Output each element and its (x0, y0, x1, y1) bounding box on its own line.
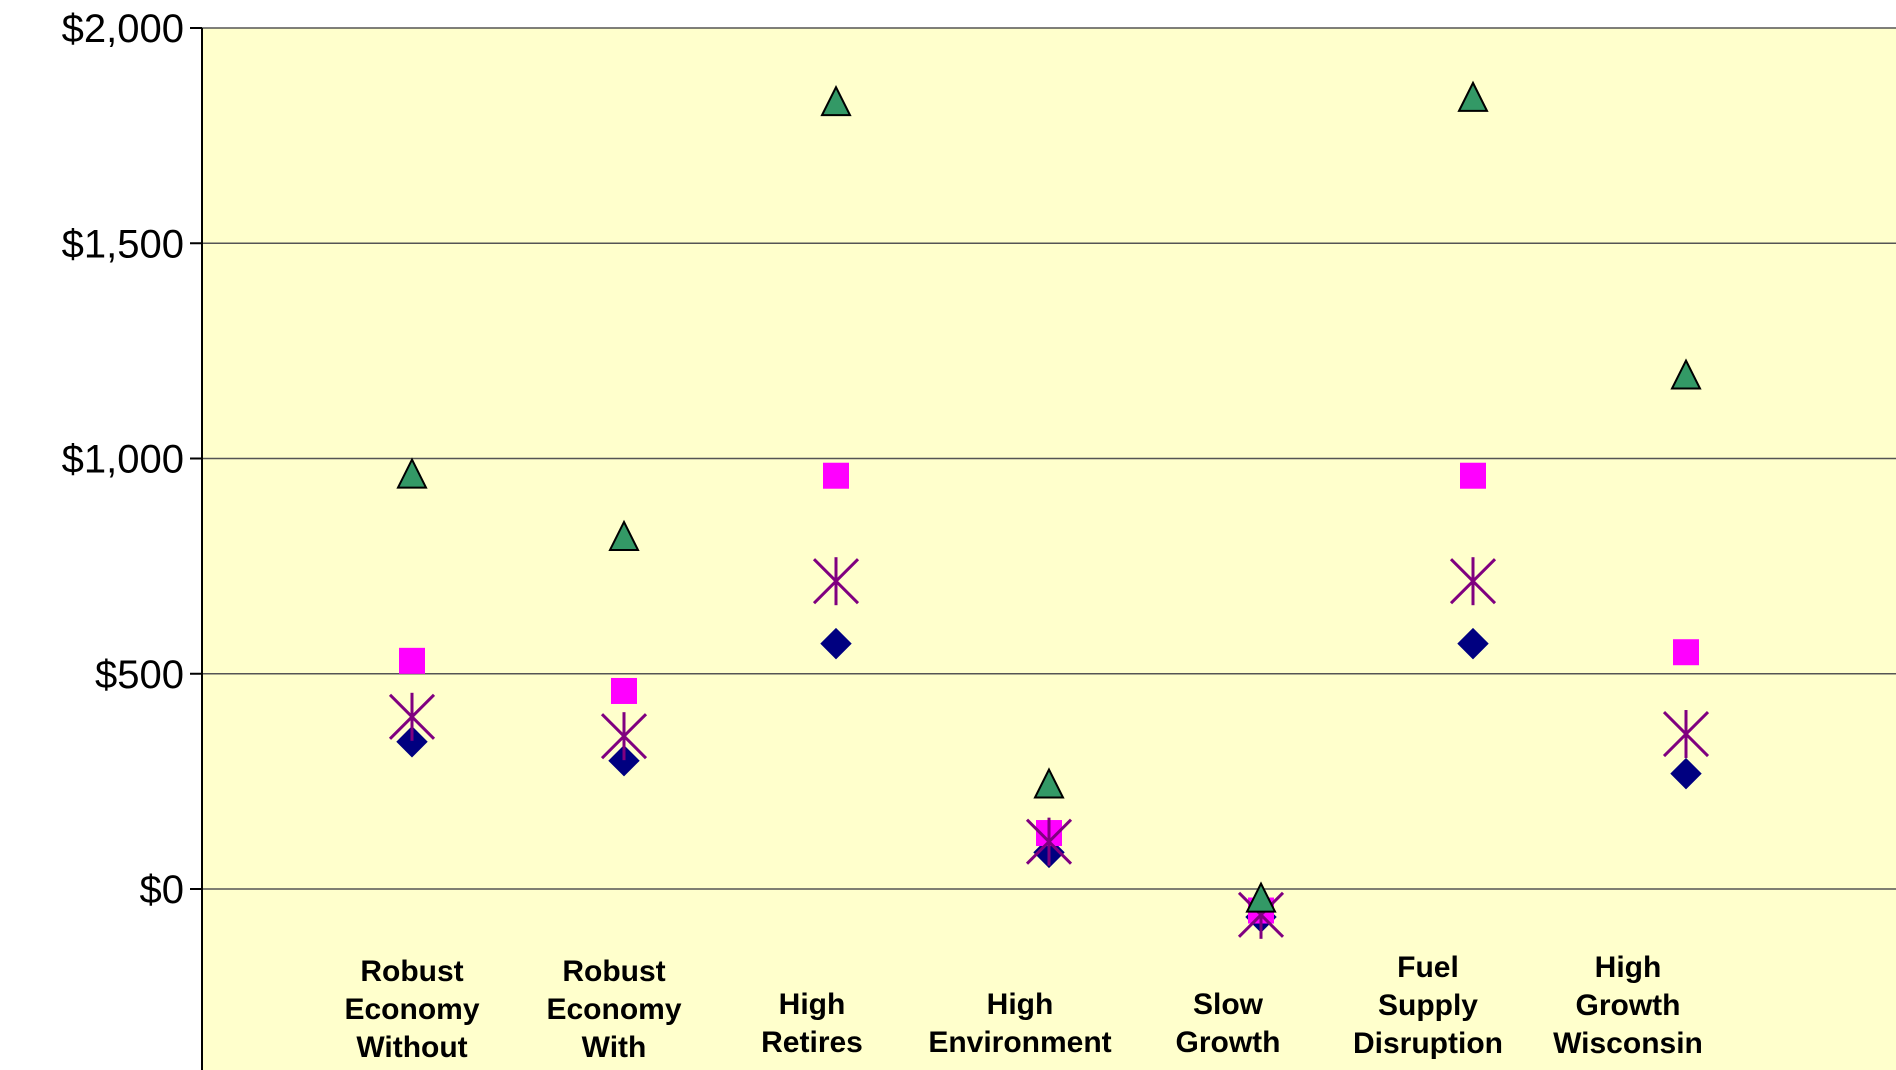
y-tick-label: $1,500 (62, 222, 184, 266)
gridlines (202, 27, 1896, 890)
data-point-triangle (1245, 881, 1277, 913)
data-point-asterisk (812, 557, 860, 606)
data-markers (388, 80, 1710, 939)
data-point-asterisk (600, 712, 648, 761)
data-point-square (1673, 639, 1699, 666)
x-category-label: High Growth Wisconsin (1553, 951, 1703, 1060)
x-category-label: High Retires (761, 988, 863, 1059)
y-tick-label: $2,000 (62, 7, 184, 51)
x-category-label: Robust Economy With (546, 955, 681, 1064)
data-point-square (823, 462, 849, 489)
y-tick-label: $0 (140, 868, 185, 912)
data-point-triangle (1670, 358, 1702, 390)
data-point-triangle (608, 519, 640, 551)
data-point-triangle (1457, 80, 1489, 112)
data-point-diamond (1457, 627, 1489, 660)
x-axis-categories: Robust Economy Without Robust Economy With Hig… (344, 951, 1702, 1064)
x-category-label: Fuel Supply Disruption (1353, 951, 1503, 1060)
y-tick-label: $1,000 (62, 438, 184, 482)
data-point-diamond (608, 745, 640, 777)
data-point-asterisk (1662, 710, 1710, 759)
x-category-label: Slow Growth (1176, 988, 1281, 1059)
data-point-asterisk (388, 692, 436, 741)
data-point-diamond (1670, 757, 1702, 790)
data-point-asterisk (1025, 817, 1073, 866)
x-category-label: High Environment (928, 988, 1111, 1059)
data-point-triangle (1033, 767, 1065, 799)
data-point-square (611, 677, 637, 704)
data-point-asterisk (1449, 557, 1497, 606)
data-point-diamond (396, 726, 428, 758)
y-tick-label: $500 (95, 653, 184, 697)
data-point-triangle (820, 84, 852, 117)
data-point-triangle (396, 457, 428, 489)
x-category-label: Robust Economy Without (344, 955, 479, 1064)
data-point-diamond (820, 627, 852, 660)
data-point-square (1460, 462, 1486, 489)
data-point-square (399, 647, 425, 674)
y-axis-ticks: $0 $500 $1,000 $1,500 $2,000 (62, 7, 202, 912)
plot-area (202, 28, 1896, 1070)
